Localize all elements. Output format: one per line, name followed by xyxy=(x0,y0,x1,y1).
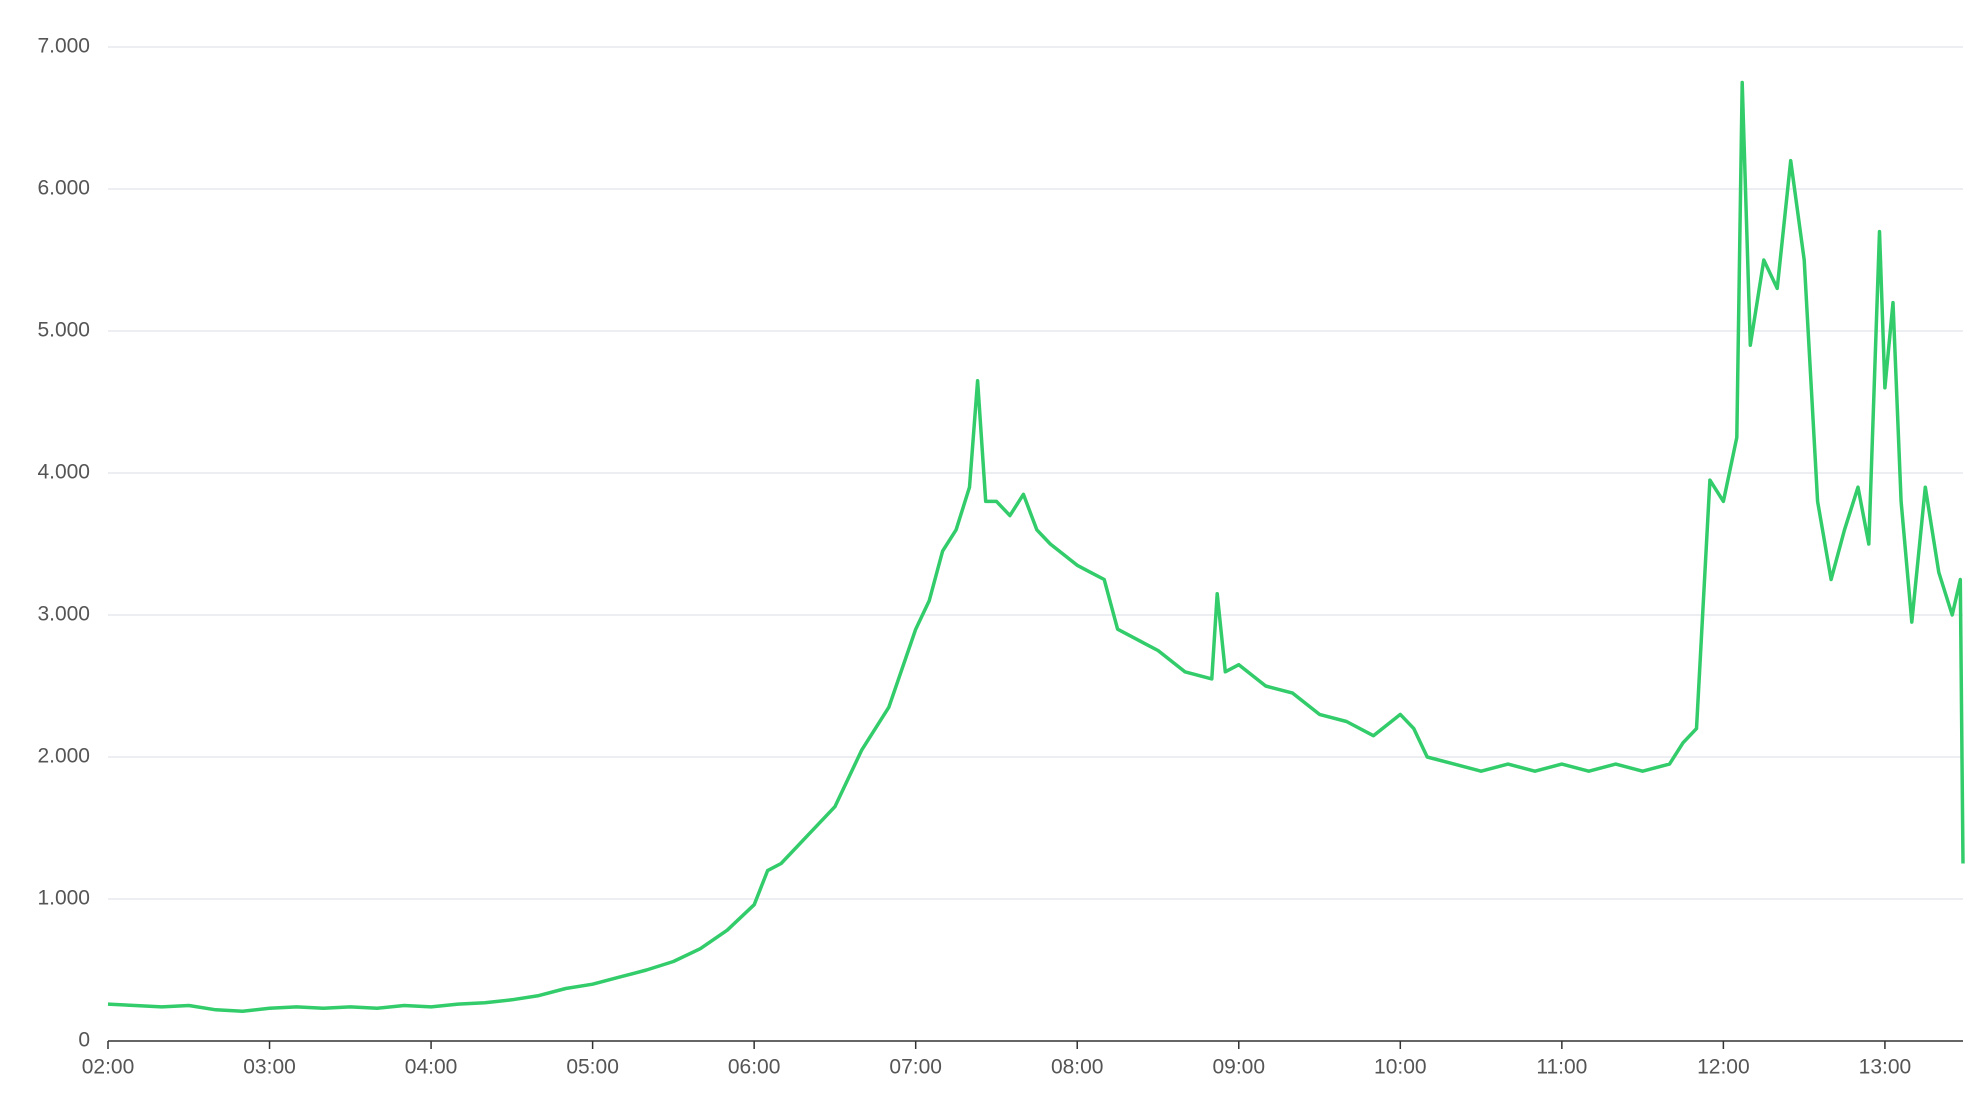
x-tick-label: 11:00 xyxy=(1536,1056,1587,1079)
y-tick-label: 4.000 xyxy=(37,461,90,484)
y-tick-label: 2.000 xyxy=(37,745,90,768)
x-tick-label: 10:00 xyxy=(1374,1056,1427,1079)
y-tick-label: 5.000 xyxy=(37,319,90,342)
line xyxy=(107,80,1965,1013)
y-tick-label: 1.000 xyxy=(37,887,90,910)
x-tick-label: 06:00 xyxy=(728,1056,781,1079)
y-tick-label: 7.000 xyxy=(37,35,90,58)
x-tick-label: 02:00 xyxy=(82,1056,135,1079)
x-tick-label: 13:00 xyxy=(1859,1056,1912,1079)
x-tick-label: 12:00 xyxy=(1697,1056,1750,1079)
y-tick-label: 6.000 xyxy=(37,177,90,200)
x-tick-label: 09:00 xyxy=(1212,1056,1265,1079)
y-tick-label: 3.000 xyxy=(37,603,90,626)
x-tick-label: 04:00 xyxy=(405,1056,458,1079)
x-tick-label: 08:00 xyxy=(1051,1056,1104,1079)
x-tick-label: 05:00 xyxy=(566,1056,619,1079)
x-tick-label: 03:00 xyxy=(243,1056,296,1079)
x-tick-label: 07:00 xyxy=(889,1056,942,1079)
y-tick-label: 0 xyxy=(78,1029,90,1052)
